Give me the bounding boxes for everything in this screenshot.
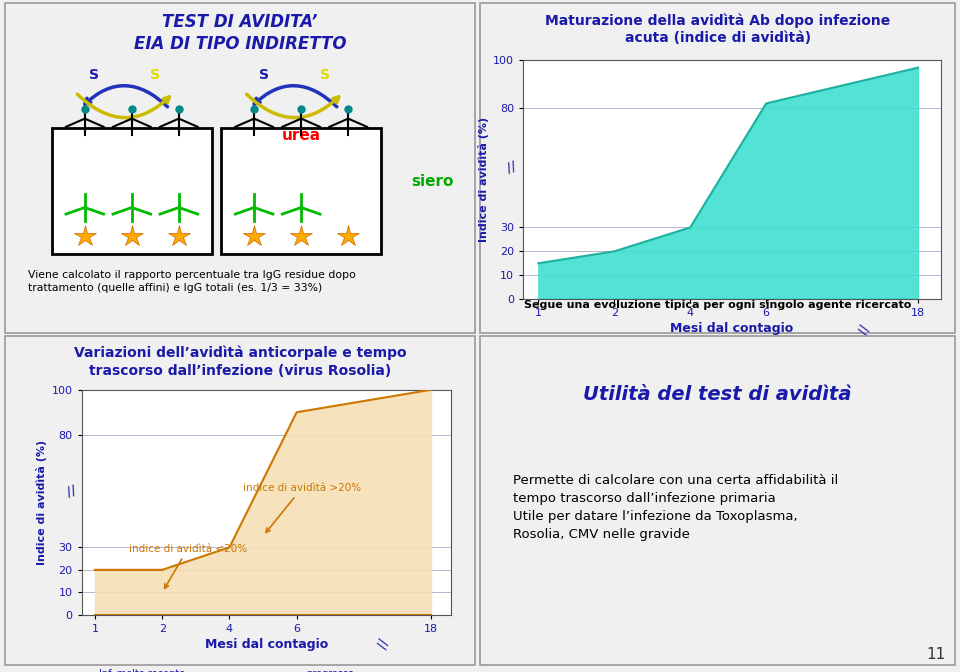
Text: ∕∕: ∕∕ xyxy=(376,638,392,651)
Text: Permette di calcolare con una certa affidabilità il
tempo trascorso dall’infezio: Permette di calcolare con una certa affi… xyxy=(514,474,838,542)
X-axis label: Mesi dal contagio: Mesi dal contagio xyxy=(670,323,794,335)
Text: ∕∕: ∕∕ xyxy=(64,483,79,499)
Y-axis label: Indice di avidìtà (%): Indice di avidìtà (%) xyxy=(36,439,47,565)
Text: siero: siero xyxy=(412,173,454,189)
Text: S: S xyxy=(258,69,269,83)
Text: ∕∕: ∕∕ xyxy=(505,160,518,176)
Text: S: S xyxy=(320,69,329,83)
Y-axis label: Indice di avidìtà (%): Indice di avidìtà (%) xyxy=(478,117,489,243)
Text: urea: urea xyxy=(281,128,321,142)
Text: Maturazione della avidìtà Ab dopo infezione
acuta (indice di avidìtà): Maturazione della avidìtà Ab dopo infez… xyxy=(545,13,890,45)
Text: 11: 11 xyxy=(926,647,946,662)
Text: indice di avidìtà >20%: indice di avidìtà >20% xyxy=(243,483,361,532)
Text: S: S xyxy=(89,69,99,83)
Text: pregressa
>2 mesi: pregressa >2 mesi xyxy=(306,669,354,672)
Text: indice di avidìtà <20%: indice di avidìtà <20% xyxy=(129,544,247,589)
Text: Viene calcolato il rapporto percentuale tra IgG residue dopo
trattamento (quelle: Viene calcolato il rapporto percentuale … xyxy=(29,270,356,293)
Text: Segue una evoluzione tipica per ogni singolo agente ricercato: Segue una evoluzione tipica per ogni sin… xyxy=(524,300,911,310)
Text: TEST DI AVIDITA’
EIA DI TIPO INDIRETTO: TEST DI AVIDITA’ EIA DI TIPO INDIRETTO xyxy=(133,13,347,54)
Text: Variazioni dell’avidìtà anticorpale e tempo
trascorso dall’infezione (virus Ros: Variazioni dell’avidìtà anticorpale e t… xyxy=(74,346,406,378)
Text: Inf. molto recente
<2 mesi: Inf. molto recente <2 mesi xyxy=(99,669,185,672)
Text: ∕∕: ∕∕ xyxy=(856,323,873,337)
Bar xyxy=(52,128,212,253)
X-axis label: Mesi dal contagio: Mesi dal contagio xyxy=(204,638,328,651)
Bar xyxy=(221,128,381,253)
Text: Utilità del test di avidìtà: Utilità del test di avidìtà xyxy=(584,386,852,405)
Text: S: S xyxy=(151,69,160,83)
